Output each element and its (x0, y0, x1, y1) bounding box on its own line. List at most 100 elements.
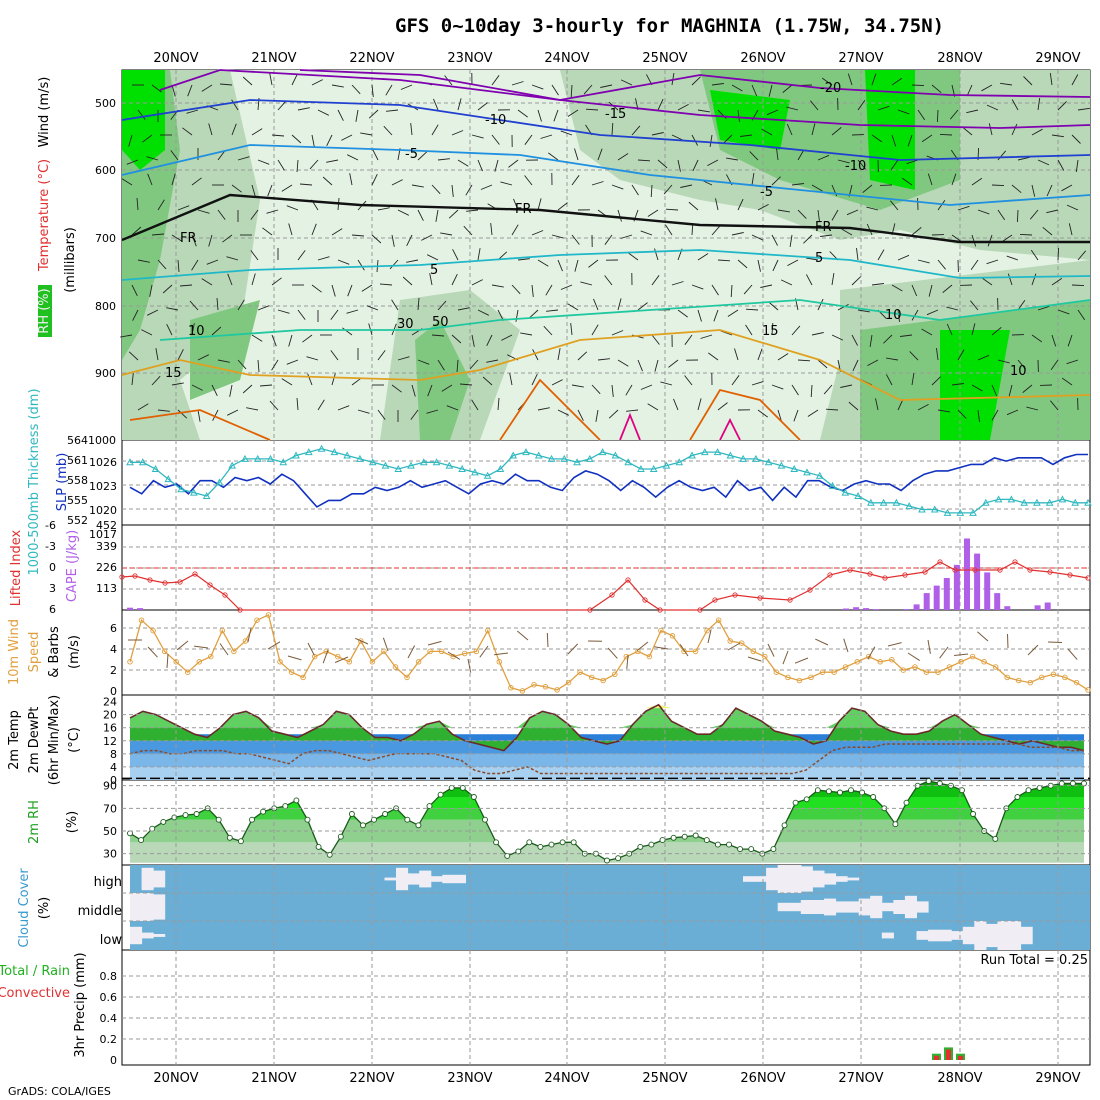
surface-wind-barb (747, 656, 762, 662)
wind-barb (977, 354, 990, 361)
wind-speed-marker (1039, 674, 1045, 681)
wind-barb (997, 359, 1010, 364)
cloud-cell (985, 923, 998, 948)
wind-barb (524, 134, 533, 145)
rh-marker (659, 837, 666, 844)
temperature-contour (121, 329, 1091, 401)
wind-barb (740, 134, 753, 137)
wind-barb (427, 254, 439, 261)
wind-barb (708, 352, 719, 361)
surface-wind-barb (516, 630, 529, 641)
wind-barb (823, 384, 833, 395)
wind-barb (757, 348, 763, 361)
wind-barb (497, 397, 500, 411)
wind-barb (650, 184, 653, 198)
rh-axis-label: RH (%) (37, 288, 52, 333)
cape-bar (127, 607, 133, 610)
wind-barb (917, 259, 930, 264)
temp-tick-label: 0 (110, 774, 117, 787)
wind-barb (211, 384, 218, 396)
wind-barb (351, 234, 365, 237)
contour-label: -20 (820, 81, 841, 96)
wind-barb (951, 383, 964, 386)
thickness-marker (1084, 498, 1092, 506)
wind-barb (711, 83, 724, 86)
wind-barbs-axis-label: & Barbs (47, 626, 62, 678)
wind-barb (946, 306, 959, 311)
wind-barb (663, 184, 673, 195)
wind-barb (477, 309, 489, 316)
wind-barb (673, 398, 679, 411)
wind-barb (1057, 309, 1070, 315)
cloud-cell (847, 901, 860, 913)
wind-barb (141, 329, 153, 336)
wind-barb (909, 351, 919, 361)
wind-barb (1071, 134, 1081, 144)
thickness-marker (432, 458, 441, 466)
wind-barb (451, 274, 458, 286)
wind-barb (625, 384, 633, 396)
surface-wind-barb (494, 652, 509, 656)
cloud-cell (453, 874, 466, 884)
wind-barb (451, 184, 454, 197)
rh-marker (992, 835, 999, 842)
top-date-label: 27NOV (838, 51, 883, 66)
wind-speed-marker (669, 633, 676, 639)
wind-barb (647, 403, 659, 411)
cloud-cell (824, 898, 837, 916)
bottom-date-label: 23NOV (447, 1071, 492, 1086)
rh-marker (670, 834, 677, 841)
slp-thickness-panel: 564 561 558 555 552 1026 1023 1020 1017 (67, 434, 1092, 541)
wind-barb (962, 126, 973, 136)
cape-tick-label: 113 (96, 582, 117, 595)
wind-barb (1051, 334, 1057, 347)
contour-label: -10 (845, 159, 866, 174)
wind-barb (617, 153, 629, 161)
wind-barb (680, 184, 693, 188)
wind-barb (1049, 73, 1053, 86)
wind-barb (417, 209, 424, 221)
cape-tick-label: 452 (96, 519, 117, 532)
lifted-index-marker (132, 573, 138, 579)
wind-barb (911, 309, 919, 321)
wind-barb (477, 248, 481, 261)
temperature-contour (121, 99, 1091, 161)
surface-wind-barb (954, 653, 969, 656)
wind-barb (237, 359, 247, 370)
wind-barb (711, 284, 719, 296)
rh-marker (348, 811, 355, 817)
rh-marker (127, 830, 133, 837)
lifted-tick-label: 3 (49, 582, 56, 595)
wind-barb (513, 198, 519, 211)
cape-bar (873, 609, 880, 610)
wind-barb (120, 334, 133, 338)
cloud-cell (743, 876, 756, 882)
contour-label: -15 (605, 107, 626, 122)
wind-barb (900, 334, 913, 337)
wind-barb (1030, 249, 1039, 261)
wind-speed-marker (1073, 679, 1080, 686)
wind-barb (936, 109, 939, 123)
wind-speed-marker (750, 648, 757, 655)
rh-tick-label: 70 (103, 802, 117, 815)
thickness-marker (458, 464, 466, 472)
wind-barb (330, 350, 339, 361)
rh-marker (293, 797, 300, 804)
wind-barb (731, 232, 744, 236)
wind-barb (1011, 184, 1022, 194)
wind-barb (231, 123, 237, 136)
wind-speed-marker (219, 627, 226, 634)
wind-barb (201, 278, 213, 286)
wind-barb (890, 159, 899, 171)
wind-barb (1001, 234, 1013, 243)
wind-barb (1017, 359, 1026, 370)
wind-barb (551, 234, 564, 239)
rh-marker (337, 833, 344, 840)
cloud-cell (974, 921, 987, 950)
wind-barb (911, 84, 925, 87)
wind-speed-marker (588, 674, 595, 681)
wind-barb (246, 407, 259, 411)
wind-barb (1061, 184, 1073, 192)
thickness-marker (598, 448, 607, 456)
wind-barb (951, 234, 963, 243)
